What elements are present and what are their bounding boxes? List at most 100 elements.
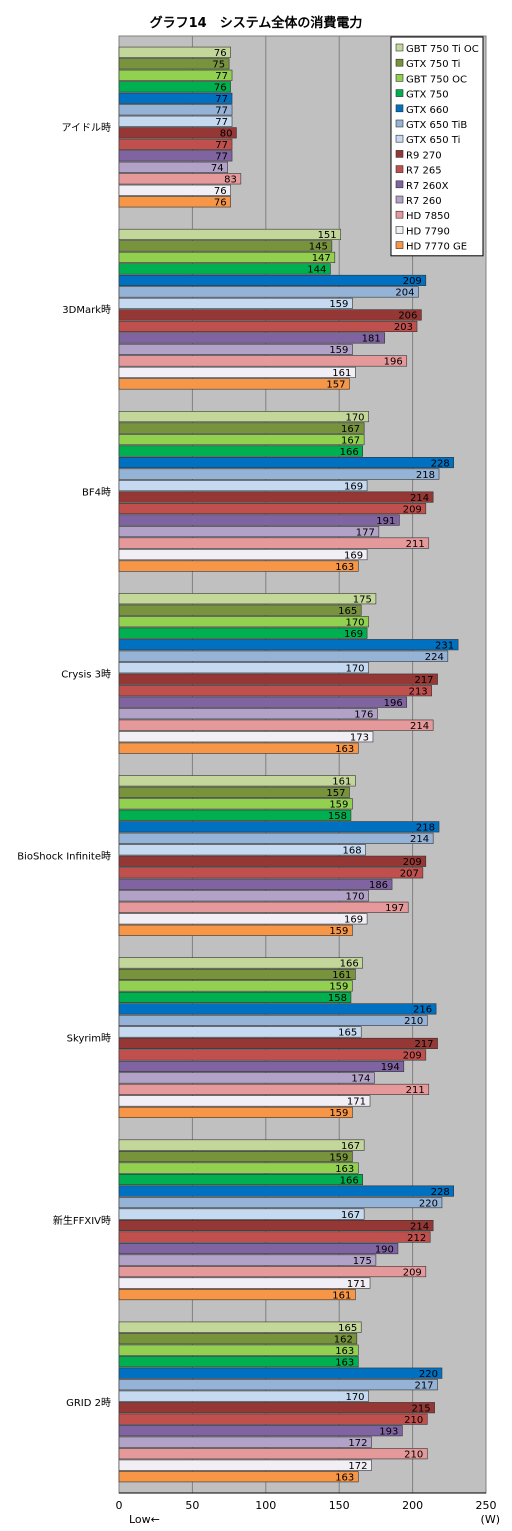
bar xyxy=(118,1049,427,1061)
legend-swatch xyxy=(395,58,404,67)
bar xyxy=(118,731,374,743)
x-unit-label: (W) xyxy=(481,1513,500,1526)
data-label: 191 xyxy=(376,516,395,527)
data-label: 209 xyxy=(403,857,422,868)
bar xyxy=(118,1356,359,1368)
data-label: 167 xyxy=(341,1141,360,1152)
bar xyxy=(118,514,400,526)
data-label: 169 xyxy=(344,481,363,492)
bar xyxy=(118,58,230,70)
bar xyxy=(118,196,231,208)
data-label: 77 xyxy=(215,152,228,163)
data-label: 209 xyxy=(403,276,422,287)
legend-entry: HD 7770 GE xyxy=(406,242,467,253)
data-label: 165 xyxy=(338,1323,357,1334)
data-label: 209 xyxy=(403,504,422,515)
data-label: 158 xyxy=(328,993,347,1004)
data-label: 211 xyxy=(406,539,425,550)
bar xyxy=(118,332,386,344)
data-label: 175 xyxy=(353,594,372,605)
bar xyxy=(118,343,353,355)
legend-entry: R7 260X xyxy=(406,181,449,192)
bar xyxy=(118,1448,428,1460)
data-label: 228 xyxy=(431,1187,450,1198)
legend-swatch xyxy=(395,74,404,82)
bar xyxy=(118,115,233,127)
legend-entry: HD 7790 xyxy=(406,226,450,237)
data-label: 163 xyxy=(335,1472,354,1483)
legend-entry: GBT 750 Ti OC xyxy=(406,44,479,55)
bar xyxy=(118,901,409,913)
bar xyxy=(118,526,380,538)
bar xyxy=(118,69,233,81)
bar xyxy=(118,650,449,662)
data-label: 173 xyxy=(350,732,369,743)
bar xyxy=(118,798,353,810)
bar xyxy=(118,127,237,139)
bar xyxy=(118,1277,371,1289)
bar xyxy=(118,184,231,196)
legend-swatch xyxy=(395,43,404,52)
tick-label: 200 xyxy=(402,1499,423,1512)
data-label: 163 xyxy=(335,562,354,573)
data-label: 145 xyxy=(309,242,328,253)
data-label: 159 xyxy=(329,299,348,310)
bar xyxy=(118,627,368,639)
bar xyxy=(118,719,434,731)
bar xyxy=(118,991,352,1003)
category-label: Crysis 3時 xyxy=(61,668,111,680)
data-label: 163 xyxy=(335,744,354,755)
data-label: 77 xyxy=(215,117,228,128)
data-label: 162 xyxy=(334,1334,353,1345)
legend-swatch xyxy=(395,134,404,143)
bar xyxy=(118,1197,443,1209)
bar xyxy=(118,1026,362,1038)
bar xyxy=(118,1220,434,1232)
data-label: 220 xyxy=(419,1198,438,1209)
legend-entry: HD 7850 xyxy=(406,211,450,222)
bar xyxy=(118,1413,428,1425)
bar xyxy=(118,309,422,321)
bar xyxy=(118,616,369,628)
category-label: GRID 2時 xyxy=(66,1397,111,1409)
legend xyxy=(390,36,484,257)
bar xyxy=(118,366,356,378)
bar xyxy=(118,1459,372,1471)
data-label: 168 xyxy=(343,846,362,857)
bar xyxy=(118,867,424,879)
data-label: 231 xyxy=(435,640,454,651)
bar xyxy=(118,913,368,925)
legend-swatch xyxy=(395,150,404,158)
data-label: 166 xyxy=(340,447,359,458)
data-label: 218 xyxy=(416,823,435,834)
data-label: 172 xyxy=(348,1461,367,1472)
data-label: 210 xyxy=(404,1016,423,1027)
bar xyxy=(118,593,377,605)
data-label: 159 xyxy=(329,345,348,356)
bar xyxy=(118,980,353,992)
bar xyxy=(118,1471,359,1483)
data-label: 163 xyxy=(335,1357,354,1368)
bar xyxy=(118,1060,405,1072)
legend-entry: GTX 660 xyxy=(406,105,449,116)
data-label: 161 xyxy=(332,777,351,788)
bar xyxy=(118,1266,427,1278)
data-label: 159 xyxy=(329,1152,348,1163)
bar xyxy=(118,1243,399,1255)
category-label: BioShock Infinite時 xyxy=(17,851,111,863)
data-label: 207 xyxy=(400,869,419,880)
bar xyxy=(118,274,427,286)
data-label: 171 xyxy=(347,1279,366,1290)
data-label: 159 xyxy=(329,982,348,993)
bar xyxy=(118,968,356,980)
bar xyxy=(118,1436,372,1448)
data-label: 171 xyxy=(347,1097,366,1108)
bar xyxy=(118,491,434,503)
category-label: BF4時 xyxy=(82,486,111,498)
bar xyxy=(118,378,350,390)
bar xyxy=(118,355,408,367)
bar xyxy=(118,240,333,252)
data-label: 166 xyxy=(340,1175,359,1186)
bar xyxy=(118,1095,371,1107)
data-label: 77 xyxy=(215,106,228,117)
